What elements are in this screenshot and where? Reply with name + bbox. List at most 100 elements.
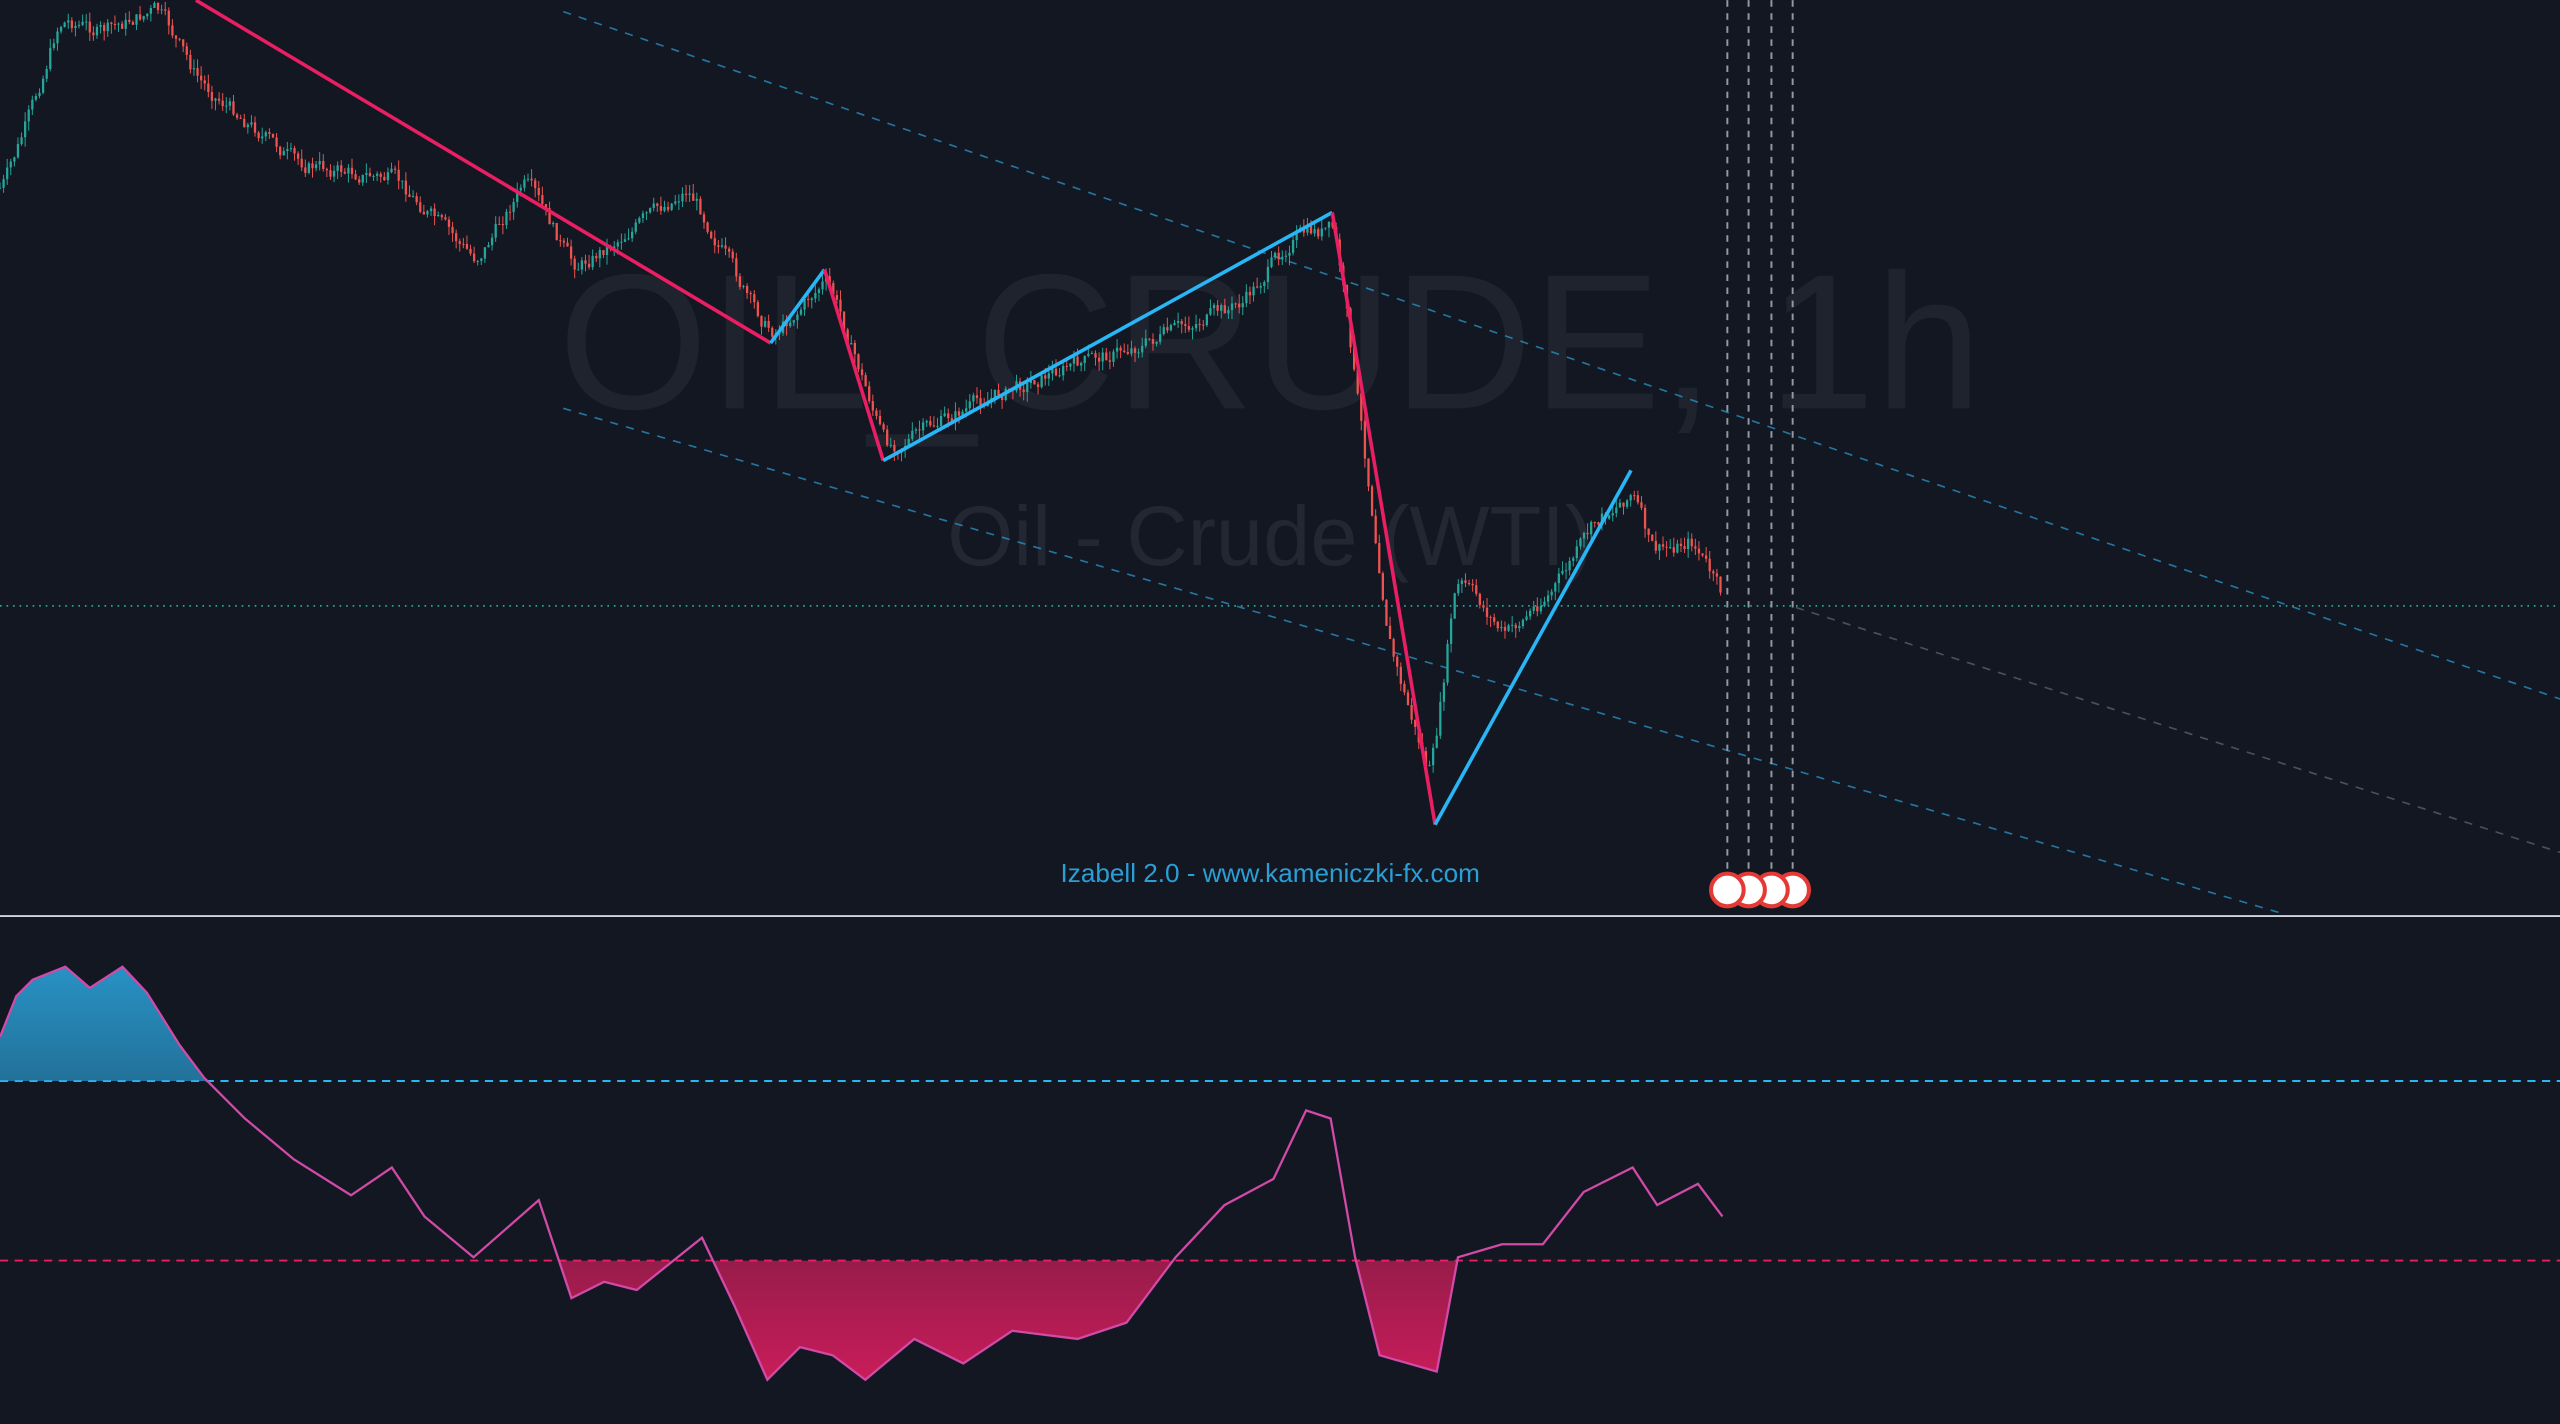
candle-body (1669, 547, 1672, 549)
candle-body (494, 223, 497, 238)
candle-body (1525, 616, 1528, 620)
candle-body (947, 413, 950, 419)
candle-body (1683, 546, 1686, 549)
candle-body (332, 170, 336, 177)
candle-body (1212, 304, 1216, 309)
candle-body (185, 46, 188, 55)
candle-body (1406, 692, 1410, 706)
candle-body (652, 203, 655, 209)
candle-body (961, 411, 964, 416)
candle-body (519, 187, 522, 191)
candle-body (1273, 252, 1277, 258)
candle-body (372, 175, 375, 177)
osc-fill-low (558, 1260, 1458, 1380)
candle-body (1719, 576, 1722, 593)
candle-body (20, 137, 23, 145)
candle-body (526, 178, 530, 180)
candle-body (656, 203, 659, 206)
candle-body (566, 242, 569, 247)
candle-body (271, 133, 275, 138)
candle-body (1489, 616, 1492, 618)
candle-body (541, 195, 544, 205)
candle-body (828, 276, 831, 284)
candle-body (645, 212, 648, 214)
leg-down (1330, 212, 1437, 825)
candle-body (548, 208, 551, 225)
candle-body (749, 293, 752, 295)
candle-body (577, 269, 580, 271)
candle-body (821, 281, 824, 290)
candle-body (620, 241, 623, 243)
candle-body (318, 161, 321, 165)
leg-down (194, 0, 772, 345)
candle-body (1094, 353, 1097, 358)
candle-body (1636, 495, 1640, 503)
candle-body (1370, 486, 1374, 516)
candle-body (250, 122, 253, 125)
candle-body (968, 401, 971, 409)
candle-body (1500, 627, 1503, 629)
candle-body (131, 21, 135, 25)
candle-body (1597, 522, 1600, 525)
candle-body (508, 211, 512, 213)
candle-body (975, 395, 979, 399)
candle-body (401, 180, 404, 182)
candle-body (275, 137, 278, 147)
candle-body (602, 250, 605, 256)
candle-body (1665, 546, 1668, 548)
candle-body (638, 217, 641, 223)
candle-body (350, 167, 354, 175)
candle-body (1471, 583, 1474, 586)
candle-body (1302, 227, 1305, 233)
oscillator (0, 965, 2560, 1382)
us-flag[interactable] (1708, 871, 1746, 909)
candle-body (1446, 643, 1449, 683)
candle-body (706, 222, 709, 232)
candle-body (296, 153, 300, 159)
candle-body (153, 2, 156, 9)
candle-body (343, 171, 346, 174)
candle-body (103, 25, 106, 32)
candle-body (135, 14, 138, 25)
candle-body (95, 26, 99, 36)
candle-body (1618, 502, 1622, 508)
candle-body (59, 27, 63, 32)
candle-body (641, 213, 645, 218)
candle-body (760, 316, 763, 327)
indicator-label: Izabell 2.0 - www.kameniczki-fx.com (1061, 858, 1480, 888)
candle-body (710, 231, 713, 239)
candle-body (358, 179, 361, 183)
candle-body (1047, 373, 1050, 379)
candle-body (832, 283, 835, 296)
candle-body (939, 415, 943, 426)
candle-body (189, 54, 192, 70)
candle-body (1600, 513, 1604, 525)
candle-body (1611, 513, 1614, 516)
candle-body (1162, 327, 1165, 335)
candle-body (289, 148, 293, 150)
candle-body (397, 169, 400, 181)
candle-body (1629, 495, 1632, 501)
candle-body (465, 243, 469, 249)
candle-body (1590, 521, 1593, 535)
candle-body (106, 22, 109, 32)
candle-body (631, 231, 634, 239)
candle-body (386, 172, 390, 181)
candle-body (1216, 304, 1219, 311)
candle-body (361, 174, 364, 183)
candle-body (965, 408, 968, 412)
candle-body (1062, 365, 1065, 376)
candle-body (997, 389, 1000, 396)
candle-body (1105, 352, 1108, 361)
candle-body (1205, 314, 1208, 326)
candle-body (659, 205, 663, 211)
candle-body (1572, 558, 1575, 561)
candle-body (745, 286, 749, 294)
candle-body (1090, 353, 1094, 355)
candle-body (264, 132, 267, 137)
channel (562, 10, 2560, 916)
candle-body (1202, 324, 1205, 326)
candle-body (1687, 538, 1690, 549)
candle-body (300, 158, 303, 168)
